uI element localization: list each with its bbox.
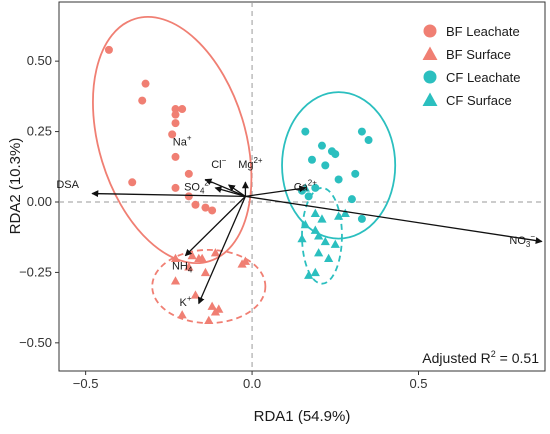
- legend-marker-cf-surface: [422, 92, 438, 106]
- point-cf-leachate-9: [351, 169, 360, 178]
- legend-marker-cf-leachate: [423, 70, 437, 84]
- point-cf-surface-7: [310, 225, 320, 234]
- point-bf-leachate-3: [138, 96, 147, 105]
- y-tick-label: 0.50: [27, 53, 52, 68]
- x-tick-label: 0.5: [409, 376, 427, 391]
- point-cf-leachate-15: [357, 214, 366, 223]
- vector-label-so4: SO42−: [184, 179, 214, 196]
- vector-label-no3: NO3−: [509, 232, 535, 249]
- point-cf-surface-15: [304, 270, 314, 279]
- vector-label-nh4: NH4: [172, 261, 193, 275]
- vector-arrow-nh4: [184, 195, 246, 257]
- point-cf-leachate-2: [357, 127, 366, 136]
- x-tick-label: 0.0: [243, 376, 261, 391]
- point-bf-leachate-11: [171, 183, 180, 192]
- vector-arrow-k: [197, 196, 247, 305]
- vector-label-cl: Cl−: [211, 156, 226, 171]
- point-cf-leachate-3: [364, 136, 373, 145]
- point-bf-leachate-7: [171, 119, 180, 128]
- legend-marker-bf-leachate: [423, 24, 437, 38]
- vector-arrow-dsa: [91, 190, 246, 198]
- adjusted-r2-annotation: Adjusted R2 = 0.51: [422, 349, 539, 366]
- point-cf-leachate-4: [317, 141, 326, 150]
- point-bf-leachate-13: [184, 192, 193, 201]
- point-cf-surface-12: [330, 239, 340, 248]
- vector-label-mg: Mg2+: [238, 156, 263, 171]
- x-axis-title: RDA1 (54.9%): [254, 408, 351, 425]
- vector-arrow-ca: [245, 185, 307, 198]
- point-cf-leachate-7: [307, 155, 316, 164]
- vector-label-dsa: DSA: [56, 179, 79, 191]
- point-bf-surface-7: [170, 253, 181, 263]
- point-bf-leachate-9: [171, 152, 180, 161]
- point-bf-surface-16: [177, 310, 187, 319]
- point-bf-surface-4: [210, 248, 221, 257]
- point-cf-surface-5: [334, 211, 344, 220]
- point-cf-leachate-10: [334, 175, 343, 184]
- y-tick-label: 0.00: [27, 194, 52, 209]
- point-cf-surface-10: [297, 234, 307, 243]
- point-bf-leachate-16: [208, 206, 217, 215]
- point-bf-leachate-8: [168, 130, 177, 139]
- point-bf-surface-6: [237, 259, 247, 268]
- point-bf-leachate-10: [128, 178, 137, 187]
- legend-label-bf-surface: BF Surface: [446, 47, 511, 62]
- legend-label-cf-surface: CF Surface: [446, 93, 512, 108]
- legend-label-bf-leachate: BF Leachate: [446, 24, 520, 39]
- point-cf-leachate-1: [301, 127, 310, 136]
- point-cf-surface-6: [340, 208, 350, 217]
- point-bf-surface-10: [170, 276, 181, 285]
- point-bf-surface-3: [194, 253, 204, 263]
- point-cf-surface-3: [300, 219, 310, 229]
- point-bf-surface-15: [204, 315, 214, 324]
- point-cf-leachate-8: [321, 161, 330, 170]
- x-tick-label: −0.5: [73, 376, 99, 391]
- point-cf-surface-4: [317, 214, 327, 223]
- point-cf-leachate-13: [304, 192, 313, 201]
- point-bf-surface-9: [200, 267, 211, 277]
- point-bf-surface-11: [190, 290, 201, 299]
- point-bf-leachate-15: [201, 203, 210, 212]
- point-bf-leachate-12: [184, 169, 193, 178]
- point-cf-leachate-6: [331, 150, 340, 159]
- y-tick-label: −0.25: [19, 264, 52, 279]
- point-bf-leachate-5: [171, 110, 180, 119]
- vector-arrow-cl: [227, 184, 246, 197]
- point-bf-surface-14: [210, 307, 221, 316]
- legend-label-cf-leachate: CF Leachate: [446, 70, 520, 85]
- point-cf-leachate-14: [347, 195, 356, 204]
- point-cf-surface-11: [314, 248, 324, 257]
- ellipse-cf-leachate: [281, 91, 397, 240]
- point-cf-surface-14: [310, 267, 320, 277]
- point-cf-surface-9: [320, 236, 330, 246]
- vector-label-ca: Ca2+: [294, 179, 318, 194]
- legend-marker-bf-surface: [422, 46, 438, 60]
- y-tick-label: 0.25: [27, 124, 52, 139]
- point-bf-surface-13: [207, 301, 217, 310]
- point-bf-leachate-4: [171, 105, 180, 114]
- point-cf-leachate-11: [311, 183, 320, 192]
- point-bf-leachate-14: [191, 200, 200, 209]
- point-bf-leachate-2: [141, 79, 150, 88]
- y-tick-label: −0.50: [19, 335, 52, 350]
- point-cf-surface-13: [324, 253, 334, 263]
- y-axis-title: RDA2 (10.3%): [7, 138, 24, 235]
- point-bf-surface-8: [184, 262, 194, 271]
- point-cf-surface-2: [310, 208, 320, 217]
- vector-label-k: K+: [179, 294, 191, 309]
- vector-arrow-so4: [214, 186, 246, 197]
- vector-arrow-no3: [245, 195, 543, 244]
- ellipse-bf-leachate: [92, 16, 253, 265]
- point-bf-leachate-1: [104, 45, 113, 54]
- point-bf-leachate-6: [178, 105, 187, 114]
- point-cf-surface-8: [314, 231, 324, 240]
- vector-arrow-na: [204, 178, 246, 197]
- vector-label-na: Na+: [173, 134, 192, 149]
